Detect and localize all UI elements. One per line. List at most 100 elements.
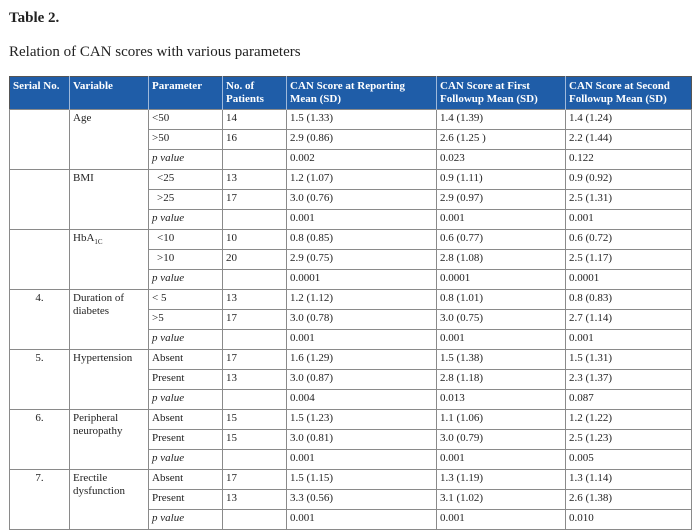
table-caption: Relation of CAN scores with various para… bbox=[9, 44, 301, 60]
reporting-score-cell: 0.002 bbox=[286, 149, 437, 170]
patients-cell: 14 bbox=[222, 109, 287, 130]
variable-label: Peripheral neuropathy bbox=[73, 412, 123, 437]
parameter-cell: p value bbox=[148, 269, 223, 290]
reporting-score-cell: 0.001 bbox=[286, 209, 437, 230]
patients-cell: 17 bbox=[222, 189, 287, 210]
second-followup-score-cell: 1.3 (1.14) bbox=[565, 469, 692, 490]
parameter-cell: >5 bbox=[148, 309, 223, 330]
reporting-score-cell: 0.001 bbox=[286, 329, 437, 350]
second-followup-score-cell: 2.5 (1.31) bbox=[565, 189, 692, 210]
patients-cell: 17 bbox=[222, 349, 287, 370]
first-followup-score-cell: 2.9 (0.97) bbox=[436, 189, 566, 210]
column-header-serial: Serial No. bbox=[9, 76, 70, 110]
variable-subscript: 1C bbox=[94, 238, 103, 247]
header-row: Serial No. Variable Parameter No. of Pat… bbox=[9, 76, 692, 110]
variable-cell: Peripheral neuropathy bbox=[69, 409, 149, 470]
serial-cell: 5. bbox=[9, 349, 70, 410]
serial-cell bbox=[9, 109, 70, 170]
first-followup-score-cell: 1.3 (1.19) bbox=[436, 469, 566, 490]
serial-cell bbox=[9, 229, 70, 290]
second-followup-score-cell: 0.0001 bbox=[565, 269, 692, 290]
second-followup-score-cell: 1.5 (1.31) bbox=[565, 349, 692, 370]
serial-cell: 7. bbox=[9, 469, 70, 530]
reporting-score-cell: 2.9 (0.86) bbox=[286, 129, 437, 150]
second-followup-score-cell: 0.005 bbox=[565, 449, 692, 470]
patients-cell bbox=[222, 269, 287, 290]
parameter-cell: Absent bbox=[148, 349, 223, 370]
first-followup-score-cell: 3.0 (0.79) bbox=[436, 429, 566, 450]
first-followup-score-cell: 3.0 (0.75) bbox=[436, 309, 566, 330]
table-row: p value 0.001 0.001 0.005 bbox=[10, 449, 692, 470]
variable-cell: Duration of diabetes bbox=[69, 289, 149, 350]
reporting-score-cell: 3.0 (0.81) bbox=[286, 429, 437, 450]
patients-cell: 17 bbox=[222, 469, 287, 490]
second-followup-score-cell: 2.2 (1.44) bbox=[565, 129, 692, 150]
serial-cell: 4. bbox=[9, 289, 70, 350]
serial-cell: 6. bbox=[9, 409, 70, 470]
table-row: p value 0.001 0.001 0.001 bbox=[10, 329, 692, 350]
first-followup-score-cell: 0.001 bbox=[436, 449, 566, 470]
first-followup-score-cell: 0.023 bbox=[436, 149, 566, 170]
first-followup-score-cell: 0.9 (1.11) bbox=[436, 169, 566, 190]
reporting-score-cell: 1.2 (1.12) bbox=[286, 289, 437, 310]
serial-cell bbox=[9, 169, 70, 230]
table-row: Present 13 3.3 (0.56) 3.1 (1.02) 2.6 (1.38) bbox=[10, 489, 692, 510]
patients-cell: 17 bbox=[222, 309, 287, 330]
reporting-score-cell: 0.001 bbox=[286, 449, 437, 470]
first-followup-score-cell: 0.6 (0.77) bbox=[436, 229, 566, 250]
patients-cell: 15 bbox=[222, 409, 287, 430]
column-header-reporting: CAN Score at Reporting Mean (SD) bbox=[286, 76, 437, 110]
second-followup-score-cell: 2.6 (1.38) bbox=[565, 489, 692, 510]
table-row: 4. Duration of diabetes < 5 13 1.2 (1.12) 0.8… bbox=[9, 289, 692, 350]
patients-cell bbox=[222, 209, 287, 230]
second-followup-score-cell: 0.001 bbox=[565, 209, 692, 230]
second-followup-score-cell: 0.8 (0.83) bbox=[565, 289, 692, 310]
parameter-cell: <50 bbox=[148, 109, 223, 130]
variable-label: HbA bbox=[73, 232, 95, 244]
first-followup-score-cell: 3.1 (1.02) bbox=[436, 489, 566, 510]
parameter-cell: Absent bbox=[148, 409, 223, 430]
reporting-score-cell: 0.004 bbox=[286, 389, 437, 410]
first-followup-score-cell: 1.4 (1.39) bbox=[436, 109, 566, 130]
parameter-cell: p value bbox=[148, 149, 223, 170]
first-followup-score-cell: 0.8 (1.01) bbox=[436, 289, 566, 310]
first-followup-score-cell: 0.001 bbox=[436, 329, 566, 350]
patients-cell: 13 bbox=[222, 369, 287, 390]
table-row: p value 0.0001 0.0001 0.0001 bbox=[10, 269, 692, 290]
variable-label: Age bbox=[73, 112, 92, 124]
column-header-first-followup: CAN Score at First Followup Mean (SD) bbox=[436, 76, 566, 110]
patients-cell bbox=[222, 509, 287, 530]
first-followup-score-cell: 0.0001 bbox=[436, 269, 566, 290]
table-row: >25 17 3.0 (0.76) 2.9 (0.97) 2.5 (1.31) bbox=[10, 189, 692, 210]
column-header-second-followup: CAN Score at Second Followup Mean (SD) bbox=[565, 76, 692, 110]
table-header: Serial No. Variable Parameter No. of Pat… bbox=[9, 76, 692, 110]
parameter-cell: p value bbox=[148, 329, 223, 350]
variable-cell: Age bbox=[69, 109, 149, 170]
second-followup-score-cell: 0.122 bbox=[565, 149, 692, 170]
parameter-cell: >25 bbox=[148, 189, 223, 210]
table-row: Age <50 14 1.5 (1.33) 1.4 (1.39) 1.4 (1.24) bbox=[9, 109, 692, 170]
table-row: HbA1C <10 10 0.8 (0.85) 0.6 (0.77) 0.6 (0.72) bbox=[9, 229, 692, 290]
first-followup-score-cell: 1.1 (1.06) bbox=[436, 409, 566, 430]
table-row: p value 0.001 0.001 0.010 bbox=[10, 509, 692, 530]
variable-label: BMI bbox=[73, 172, 94, 184]
variable-label: Hypertension bbox=[73, 352, 133, 364]
second-followup-score-cell: 1.2 (1.22) bbox=[565, 409, 692, 430]
parameter-cell: p value bbox=[148, 509, 223, 530]
parameter-cell: >10 bbox=[148, 249, 223, 270]
patients-cell: 10 bbox=[222, 229, 287, 250]
second-followup-score-cell: 2.3 (1.37) bbox=[565, 369, 692, 390]
parameter-cell: p value bbox=[148, 449, 223, 470]
column-header-variable: Variable bbox=[69, 76, 149, 110]
patients-cell bbox=[222, 389, 287, 410]
parameter-cell: Present bbox=[148, 369, 223, 390]
variable-cell: BMI bbox=[69, 169, 149, 230]
table-row: 7. Erectile dysfunction Absent 17 1.5 (1.15)… bbox=[9, 469, 692, 530]
first-followup-score-cell: 0.001 bbox=[436, 509, 566, 530]
variable-cell: HbA1C bbox=[69, 229, 149, 290]
reporting-score-cell: 0.0001 bbox=[286, 269, 437, 290]
reporting-score-cell: 1.5 (1.15) bbox=[286, 469, 437, 490]
parameter-cell: < 5 bbox=[148, 289, 223, 310]
table-row: >10 20 2.9 (0.75) 2.8 (1.08) 2.5 (1.17) bbox=[10, 249, 692, 270]
second-followup-score-cell: 1.4 (1.24) bbox=[565, 109, 692, 130]
